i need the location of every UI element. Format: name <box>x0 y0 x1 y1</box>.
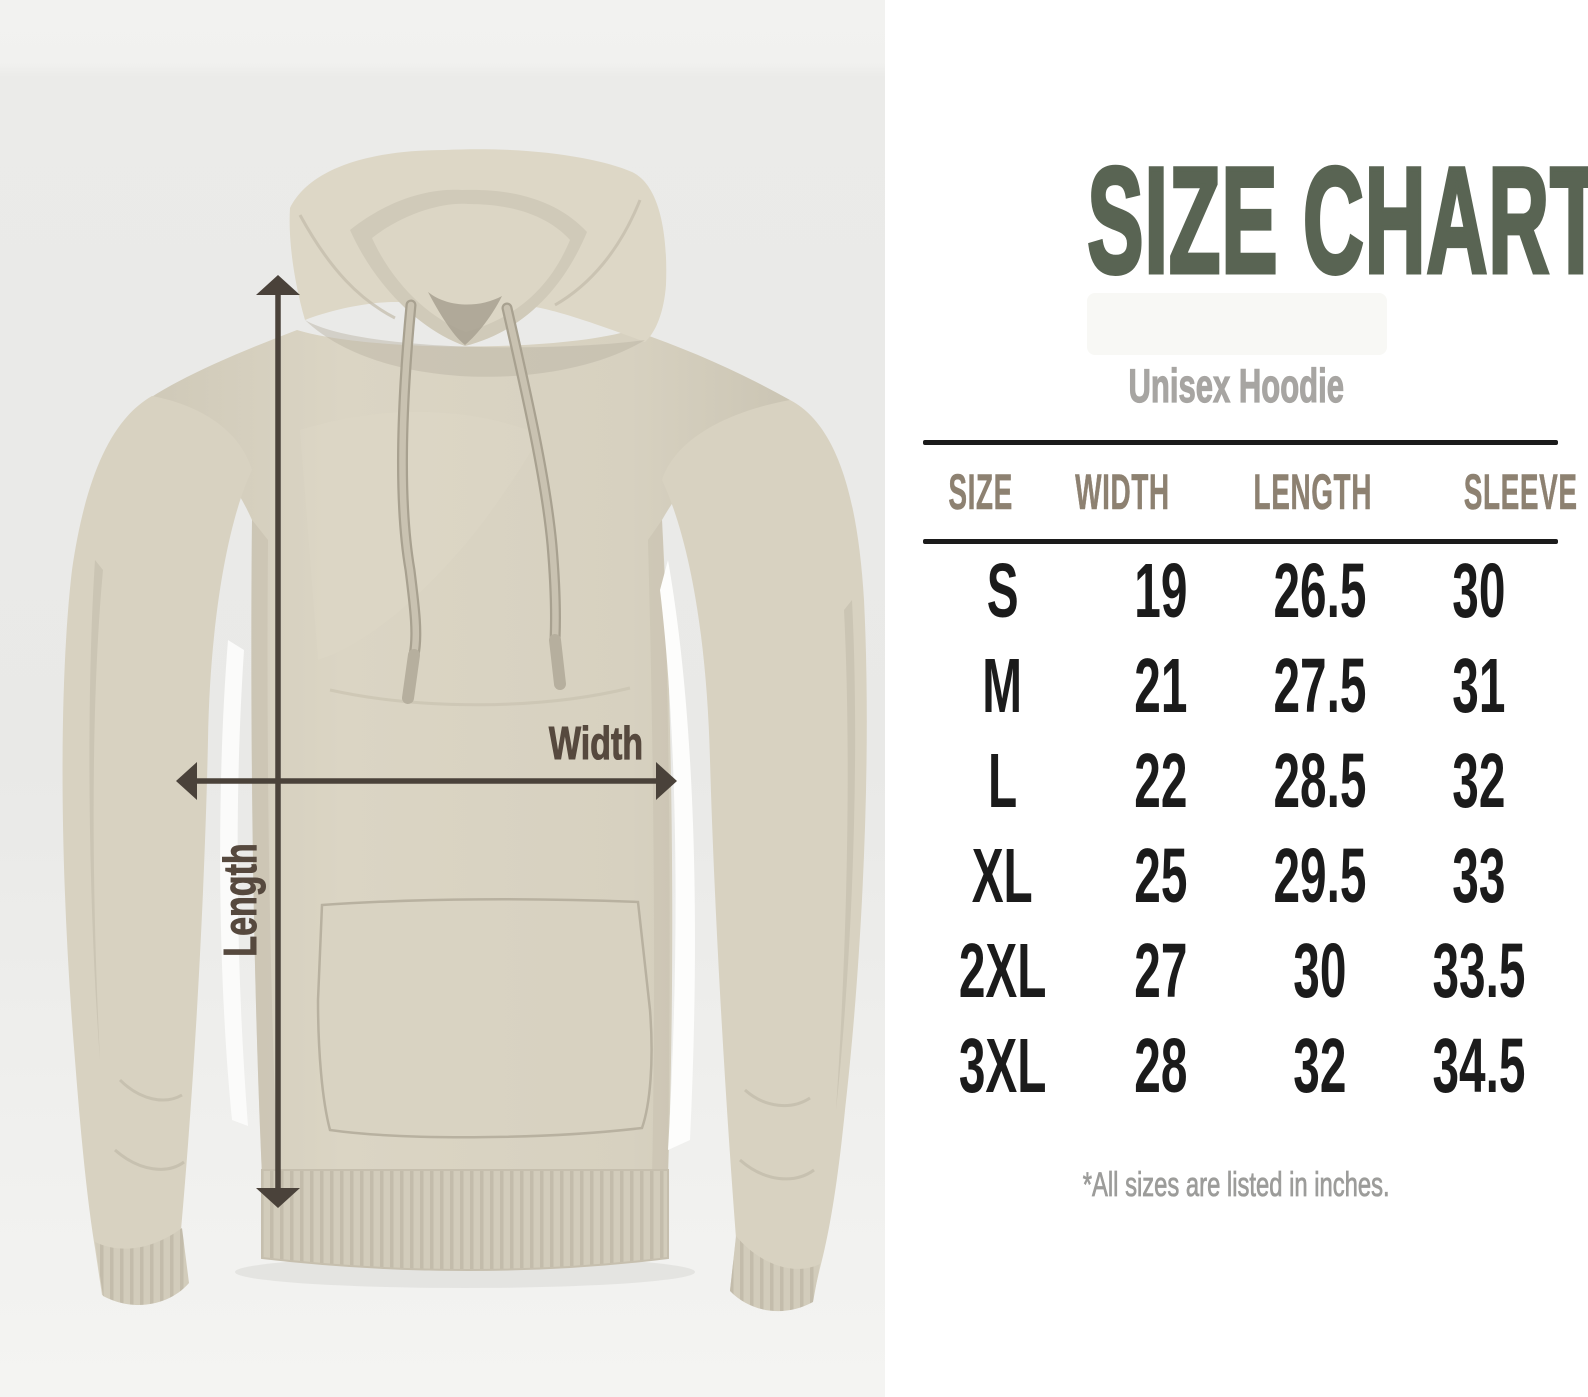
right-cuff <box>730 1236 820 1312</box>
drawstrings <box>397 299 566 704</box>
cell-length: 32 <box>1293 1023 1347 1109</box>
footnote-row: *All sizes are listed in inches. <box>885 1166 1588 1204</box>
cell-sleeve: 32 <box>1452 738 1506 824</box>
cell-width: 28 <box>1134 1023 1188 1109</box>
size-chart-panel: SIZE CHART Unisex Hoodie SIZE WIDTH LENG… <box>885 0 1588 1397</box>
left-sleeve <box>62 396 252 1305</box>
table-header-row: SIZE WIDTH LENGTH SLEEVE <box>923 445 1576 539</box>
cell-sleeve: 33.5 <box>1432 928 1526 1014</box>
left-cuff <box>95 1228 189 1305</box>
length-measurement-label: Length <box>214 843 267 957</box>
table-row: XL 25 29.5 33 <box>923 829 1558 924</box>
cell-size: M <box>982 643 1023 729</box>
size-chart-table: SIZE WIDTH LENGTH SLEEVE S 19 26.5 30 M … <box>923 440 1577 1114</box>
cell-width: 27 <box>1134 928 1188 1014</box>
cell-sleeve: 31 <box>1452 643 1506 729</box>
table-row: 3XL 28 32 34.5 <box>923 1019 1558 1114</box>
right-armpit-highlight <box>660 560 695 1150</box>
cell-size: 3XL <box>958 1023 1047 1109</box>
cell-sleeve: 34.5 <box>1432 1023 1526 1109</box>
cell-width: 21 <box>1134 643 1188 729</box>
hem-band <box>261 1169 669 1271</box>
cell-width: 25 <box>1134 833 1188 919</box>
cell-length: 27.5 <box>1273 643 1367 729</box>
length-arrow <box>256 275 300 1208</box>
width-arrow <box>176 762 677 800</box>
table-row: S 19 26.5 30 <box>923 544 1558 639</box>
faint-watermark <box>1086 293 1387 355</box>
cell-length: 30 <box>1293 928 1347 1014</box>
page-title: SIZE CHART <box>1086 136 1588 304</box>
right-sleeve <box>662 400 867 1312</box>
product-subtitle: Unisex Hoodie <box>1128 359 1345 412</box>
column-header-sleeve: SLEEVE <box>1463 464 1578 520</box>
cell-sleeve: 30 <box>1452 548 1506 634</box>
table-row: L 22 28.5 32 <box>923 734 1558 829</box>
hoodie-photo <box>62 149 867 1312</box>
subtitle-row: Unisex Hoodie <box>885 359 1588 412</box>
cell-width: 22 <box>1134 738 1188 824</box>
cell-width: 19 <box>1134 548 1188 634</box>
left-armpit-highlight <box>220 640 248 1126</box>
width-measurement-label: Width <box>548 717 644 769</box>
title-row: SIZE CHART <box>885 136 1588 304</box>
column-header-size: SIZE <box>948 464 1013 520</box>
cell-length: 26.5 <box>1273 548 1367 634</box>
column-header-length: LENGTH <box>1253 464 1372 520</box>
cell-length: 29.5 <box>1273 833 1367 919</box>
cell-size: XL <box>971 833 1033 919</box>
units-footnote: *All sizes are listed in inches. <box>1083 1166 1390 1204</box>
cell-length: 28.5 <box>1273 738 1367 824</box>
table-rule-top <box>923 440 1558 445</box>
cell-sleeve: 33 <box>1452 833 1506 919</box>
table-row: M 21 27.5 31 <box>923 639 1558 734</box>
product-photo-panel: Width Length <box>0 0 885 1397</box>
cell-size: S <box>986 548 1019 634</box>
cell-size: L <box>987 738 1017 824</box>
cell-size: 2XL <box>958 928 1047 1014</box>
column-header-width: WIDTH <box>1075 464 1170 520</box>
kangaroo-pocket <box>316 898 653 1139</box>
table-rule-header <box>923 539 1558 544</box>
table-row: 2XL 27 30 33.5 <box>923 924 1558 1019</box>
